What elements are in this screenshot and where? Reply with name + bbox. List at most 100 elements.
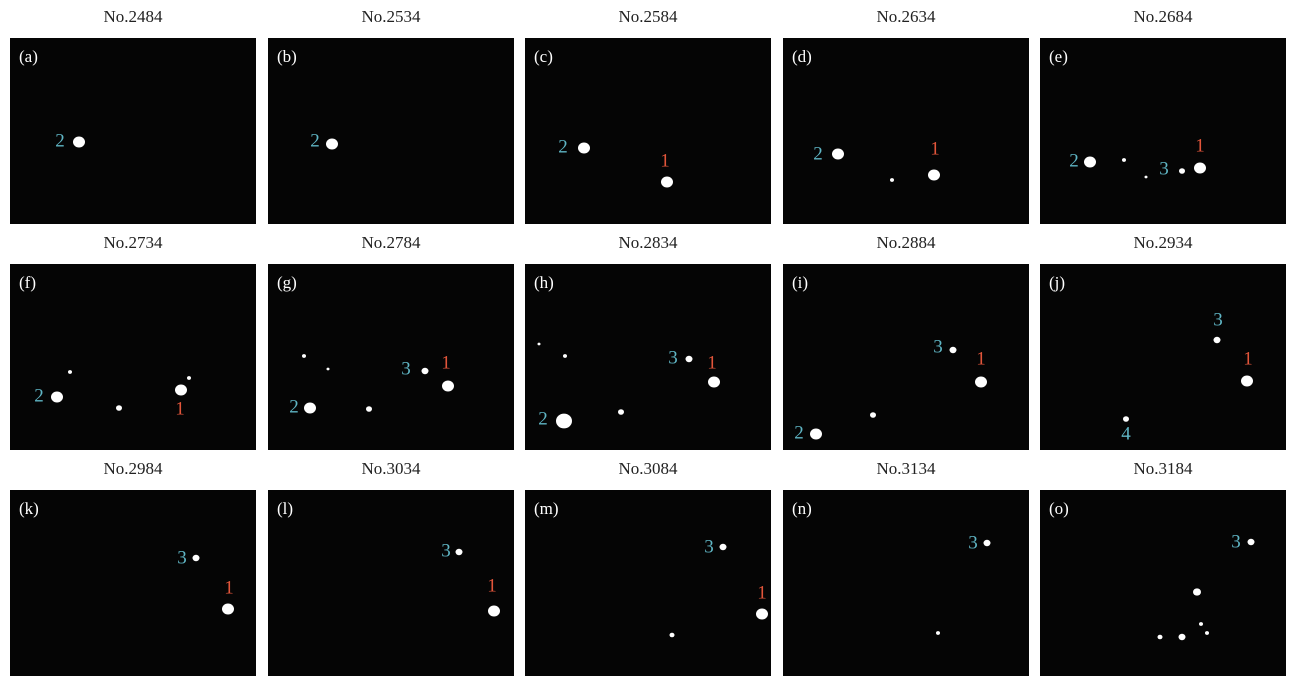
blob (1193, 588, 1201, 595)
panel: (j)314 (1040, 264, 1286, 450)
panel-tag: (m) (534, 499, 559, 518)
target-label: 2 (310, 130, 320, 151)
panel-tag: (h) (534, 273, 554, 292)
panel-title: No.2684 (1133, 7, 1193, 26)
target-label: 3 (1231, 531, 1241, 552)
blob (686, 356, 693, 362)
blob (422, 368, 429, 374)
blob (442, 380, 454, 391)
blob (1241, 375, 1253, 386)
panel-tag: (d) (792, 47, 812, 66)
panel-tag: (f) (19, 273, 36, 292)
blob (366, 406, 372, 412)
blob (222, 603, 234, 614)
target-label: 1 (757, 582, 767, 603)
blob (975, 376, 987, 387)
blob (936, 631, 940, 635)
panel-title: No.2934 (1133, 233, 1193, 252)
panel-title: No.3034 (361, 459, 421, 478)
target-label: 1 (175, 398, 185, 419)
target-label: 2 (538, 408, 548, 429)
blob (1248, 539, 1255, 545)
panel-tag: (b) (277, 47, 297, 66)
panel: (o) 3 (1040, 490, 1286, 676)
blob (618, 409, 624, 415)
panel: (n)3 (783, 490, 1029, 676)
panel: (m) 3 1 (525, 490, 771, 676)
blob (51, 391, 63, 402)
panel-image (268, 38, 514, 224)
panel-image (783, 490, 1029, 676)
blob (720, 544, 727, 550)
panel-tag: (l) (277, 499, 293, 518)
blob (175, 384, 187, 395)
panel-tag: (c) (534, 47, 553, 66)
panel-tag: (i) (792, 273, 808, 292)
target-label: 1 (441, 352, 451, 373)
blob (73, 136, 85, 147)
blob (1145, 176, 1148, 179)
target-label: 3 (401, 358, 411, 379)
blob (1158, 635, 1163, 640)
panel-title: No.2584 (618, 7, 678, 26)
panel-title: No.2834 (618, 233, 678, 252)
panel: (i) 3 1 2 (783, 264, 1029, 450)
blob (68, 370, 72, 374)
panel: (b) 2 (268, 38, 514, 224)
blob (1123, 416, 1129, 422)
blob (193, 555, 200, 561)
target-label: 1 (707, 352, 717, 373)
blob (890, 178, 894, 182)
panel-image (525, 490, 771, 676)
blob (538, 343, 541, 346)
panel: (k)31 (10, 490, 256, 676)
target-label: 1 (976, 348, 986, 369)
panel-tag: (j) (1049, 273, 1065, 292)
panel-title: No.2484 (103, 7, 163, 26)
blob (456, 549, 463, 555)
blob (302, 354, 306, 358)
blob (670, 633, 675, 638)
blob (984, 540, 991, 546)
blob (1122, 158, 1126, 162)
panel-title: No.3134 (876, 459, 936, 478)
blob (187, 376, 191, 380)
blob (1214, 337, 1221, 343)
blob (1084, 156, 1096, 167)
blob (116, 405, 122, 411)
target-label: 2 (794, 422, 804, 443)
panel-tag: (e) (1049, 47, 1068, 66)
panel: (a)2 (10, 38, 256, 224)
panel-title: No.2634 (876, 7, 936, 26)
panel-tag: (n) (792, 499, 812, 518)
panel: (h) 3 1 2 (525, 264, 771, 450)
target-label: 3 (177, 547, 187, 568)
target-label: 1 (1195, 135, 1205, 156)
target-label: 1 (660, 150, 670, 171)
panel-title: No.2984 (103, 459, 163, 478)
panel-tag: (k) (19, 499, 39, 518)
panel-title: No.2884 (876, 233, 936, 252)
panel-tag: (o) (1049, 499, 1069, 518)
target-label: 3 (704, 536, 714, 557)
target-label: 3 (933, 336, 943, 357)
panel-title: No.2534 (361, 7, 421, 26)
panel-image (10, 38, 256, 224)
blob (326, 138, 338, 149)
panel-title: No.2784 (361, 233, 421, 252)
blob (928, 169, 940, 180)
panel-title: No.2734 (103, 233, 163, 252)
target-label: 2 (34, 385, 44, 406)
blob (1205, 631, 1209, 635)
target-label: 1 (487, 575, 497, 596)
target-label: 3 (1159, 158, 1169, 179)
blob (578, 142, 590, 153)
blob (556, 414, 572, 429)
target-label: 3 (668, 347, 678, 368)
figure: No.2484 (a)2 No.2534 (b) 2 No.2584 (c) 2 1 No.263… (0, 0, 1289, 676)
target-label: 3 (1213, 309, 1223, 330)
panel-title: No.3184 (1133, 459, 1193, 478)
blob (488, 605, 500, 616)
